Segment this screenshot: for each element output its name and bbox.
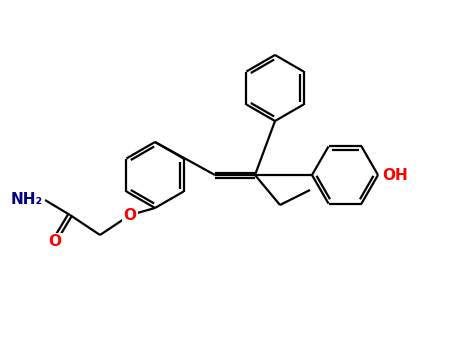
Text: OH: OH <box>382 168 408 182</box>
Text: O: O <box>123 208 136 223</box>
Text: O: O <box>49 234 61 250</box>
Text: NH₂: NH₂ <box>11 193 43 208</box>
